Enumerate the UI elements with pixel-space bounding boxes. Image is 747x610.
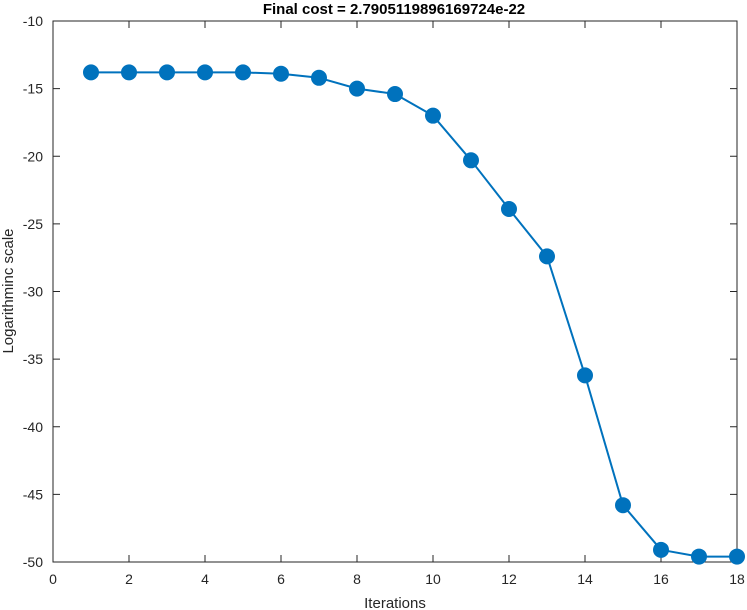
chart-title: Final cost = 2.7905119896169724e-22 [263, 1, 525, 18]
data-point [577, 367, 593, 384]
data-point [197, 64, 213, 81]
x-tick-label: 8 [353, 571, 361, 587]
y-tick-label: -15 [23, 81, 43, 97]
series-layer [83, 64, 745, 565]
x-tick-label: 16 [653, 571, 669, 587]
data-point [463, 152, 479, 169]
data-point [235, 64, 251, 81]
x-axis-label: Iterations [364, 595, 426, 610]
x-tick-label: 0 [49, 571, 57, 587]
x-tick-label: 18 [729, 571, 745, 587]
data-point [615, 497, 631, 514]
data-point [273, 65, 289, 82]
data-point [539, 248, 555, 265]
y-tick-label: -25 [23, 216, 43, 232]
data-point [653, 541, 669, 558]
y-tick-label: -35 [23, 351, 43, 367]
x-tick-label: 12 [501, 571, 517, 587]
axis-tick-labels: 0 2 4 6 8 10 12 14 16 18 -10 -15 -20 -25 -30 -35 -40 -45 -… [23, 13, 745, 587]
x-tick-label: 4 [201, 571, 209, 587]
data-point [83, 64, 99, 81]
y-tick-label: -10 [23, 13, 43, 29]
x-tick-label: 2 [125, 571, 133, 587]
x-tick-label: 6 [277, 571, 285, 587]
y-tick-label: -20 [23, 148, 43, 164]
y-axis-label: Logarithminc scale [0, 228, 17, 353]
data-point [729, 548, 745, 565]
y-tick-label: -50 [23, 554, 43, 570]
x-tick-label: 14 [577, 571, 593, 587]
data-point [501, 200, 517, 217]
data-point [387, 86, 403, 103]
data-point [691, 548, 707, 565]
data-point [311, 69, 327, 86]
data-point [121, 64, 137, 81]
data-point [159, 64, 175, 81]
y-tick-label: -40 [23, 419, 43, 435]
x-tick-label: 10 [425, 571, 441, 587]
y-tick-label: -30 [23, 284, 43, 300]
data-point [349, 80, 365, 97]
y-tick-label: -45 [23, 486, 43, 502]
data-point [425, 107, 441, 124]
plot-area-frame [52, 20, 738, 563]
